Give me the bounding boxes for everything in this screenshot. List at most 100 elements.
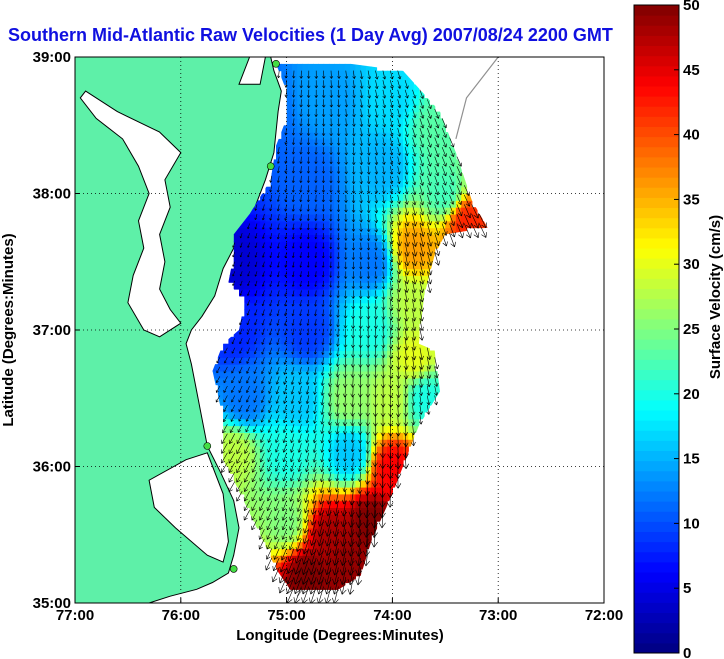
velocity-arrow xyxy=(314,223,318,231)
field-cell xyxy=(323,330,330,338)
field-cell xyxy=(387,70,393,79)
field-cell xyxy=(323,439,330,447)
velocity-arrow xyxy=(251,510,258,521)
velocity-arrow xyxy=(366,204,371,214)
velocity-arrow xyxy=(355,557,363,576)
velocity-arrow xyxy=(291,280,295,287)
field-cell xyxy=(429,371,436,379)
field-cell xyxy=(286,487,293,495)
field-cell xyxy=(291,432,298,440)
field-cell xyxy=(313,323,319,331)
velocity-arrow xyxy=(276,328,280,336)
field-cell xyxy=(254,330,261,338)
field-cell xyxy=(270,323,277,331)
field-cell xyxy=(344,91,351,99)
field-cell xyxy=(339,193,346,201)
velocity-arrow xyxy=(266,538,273,550)
field-cell xyxy=(392,98,399,106)
field-cell xyxy=(376,275,383,283)
velocity-arrow xyxy=(216,376,221,384)
velocity-arrow xyxy=(314,261,318,268)
field-cell xyxy=(286,91,293,99)
velocity-arrow xyxy=(299,194,303,203)
field-cell xyxy=(434,111,441,119)
field-cell xyxy=(339,432,346,440)
field-cell xyxy=(307,295,314,304)
colorbar-band xyxy=(634,592,679,603)
field-cell xyxy=(355,173,362,181)
velocity-arrow xyxy=(397,137,401,147)
velocity-arrow xyxy=(389,280,394,291)
field-cell xyxy=(260,364,266,372)
velocity-arrow xyxy=(389,252,394,263)
field-cell xyxy=(381,309,388,317)
velocity-arrow xyxy=(441,175,447,186)
field-cell xyxy=(392,268,399,276)
field-cell xyxy=(244,289,251,297)
field-cell xyxy=(328,555,335,563)
field-cell xyxy=(281,575,288,584)
velocity-arrow xyxy=(374,204,379,214)
field-cell xyxy=(392,145,399,154)
velocity-arrow xyxy=(336,319,340,328)
field-cell xyxy=(318,316,325,324)
velocity-arrow xyxy=(365,376,371,388)
field-cell xyxy=(244,268,251,276)
field-cell xyxy=(281,207,288,215)
field-cell xyxy=(387,336,393,345)
field-cell xyxy=(318,186,325,195)
field-cell xyxy=(286,138,293,147)
velocity-arrow xyxy=(314,338,317,345)
velocity-arrow xyxy=(419,261,425,276)
field-cell xyxy=(328,507,335,515)
field-cell xyxy=(307,207,314,215)
velocity-arrow xyxy=(322,147,326,155)
field-cell xyxy=(291,118,298,126)
field-cell xyxy=(392,227,399,235)
field-cell xyxy=(281,173,288,181)
velocity-arrow xyxy=(261,328,265,336)
velocity-arrow xyxy=(329,309,333,317)
field-cell xyxy=(291,493,298,502)
velocity-arrow xyxy=(327,424,332,435)
field-cell xyxy=(403,227,409,235)
velocity-arrow xyxy=(411,319,417,331)
field-cell xyxy=(249,411,256,420)
field-cell xyxy=(429,207,436,215)
field-cell xyxy=(371,377,378,386)
field-cell xyxy=(397,350,404,358)
field-cell xyxy=(392,398,399,406)
velocity-arrow xyxy=(321,156,326,165)
field-cell xyxy=(408,411,415,420)
field-cell xyxy=(392,104,399,113)
field-cell xyxy=(365,452,372,461)
field-cell xyxy=(328,411,335,420)
field-cell xyxy=(350,91,356,99)
velocity-arrow xyxy=(246,366,250,374)
velocity-arrow xyxy=(370,529,378,548)
field-cell xyxy=(334,241,341,249)
velocity-arrow xyxy=(289,529,295,540)
field-cell xyxy=(445,145,452,154)
velocity-arrow xyxy=(268,347,273,355)
field-cell xyxy=(270,452,277,461)
field-cell xyxy=(239,391,245,399)
velocity-arrow xyxy=(434,175,440,186)
field-cell xyxy=(371,398,378,406)
field-cell xyxy=(376,77,383,85)
field-cell xyxy=(244,452,251,461)
velocity-field xyxy=(212,63,488,590)
field-cell xyxy=(302,186,309,195)
velocity-arrow xyxy=(434,252,441,266)
field-cell xyxy=(244,459,251,468)
field-cell xyxy=(276,275,282,283)
velocity-arrow xyxy=(373,299,378,310)
velocity-arrow xyxy=(427,261,433,276)
velocity-arrow xyxy=(238,395,243,403)
field-cell xyxy=(339,186,346,195)
field-cell xyxy=(323,173,330,181)
field-cell xyxy=(270,493,277,502)
velocity-arrow xyxy=(298,395,302,405)
field-cell xyxy=(239,248,245,256)
